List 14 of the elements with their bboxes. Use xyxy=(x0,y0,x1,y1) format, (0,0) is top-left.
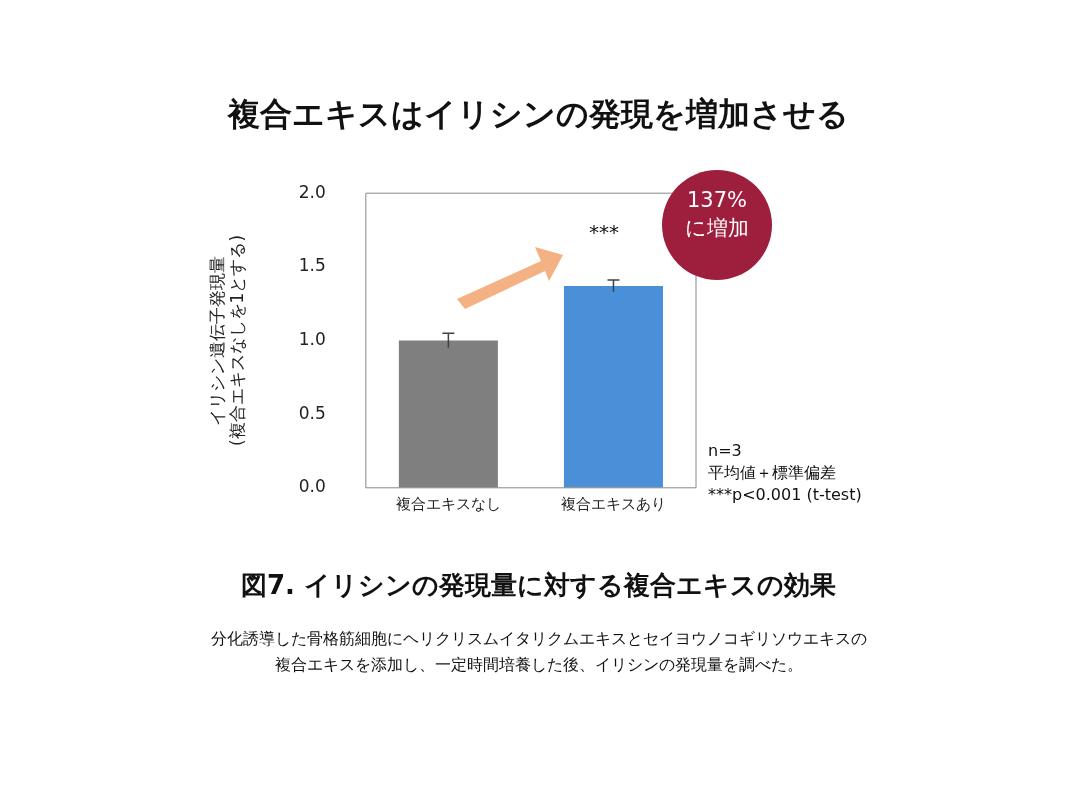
x-tick-label: 複合エキスなし xyxy=(395,494,501,513)
annotation: *** xyxy=(588,220,620,244)
y-tick-label: 2.0 xyxy=(298,181,326,202)
annotation: 137% に増加 xyxy=(684,187,750,242)
text: n=3 平均値＋標準偏差 ***p<0.001 (t-test) xyxy=(708,440,862,506)
y-tick-label: 1.0 xyxy=(298,328,326,349)
text: 分化誘導した骨格筋細胞にヘリクリスムイタリクムエキスとセイヨウノコギリソウエキスの複合エキスを添加し、一定時間培養した後、イリシンの発現量を調べた。 xyxy=(209,628,868,676)
y-tick-label: 0.5 xyxy=(298,402,326,423)
y-axis-title: イリシン遺伝子発現量 (複合エキスなしを1とする) xyxy=(206,234,248,447)
x-tick-label: 複合エキスあり xyxy=(560,494,666,513)
caption: 図7. イリシンの発現量に対する複合エキスの効果 xyxy=(240,569,837,602)
y-tick-label: 0.0 xyxy=(298,476,326,497)
chart-title: 複合エキスはイリシンの発現を増加させる xyxy=(226,94,850,135)
y-tick-label: 1.5 xyxy=(298,255,326,276)
